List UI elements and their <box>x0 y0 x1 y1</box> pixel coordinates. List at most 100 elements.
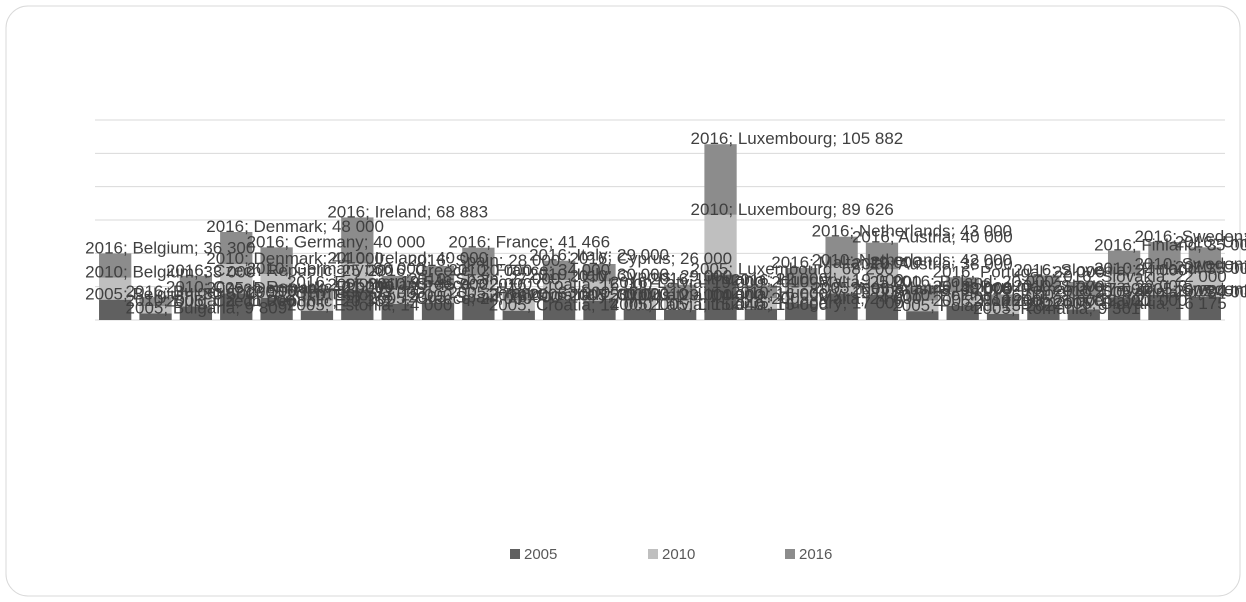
data-label: 2016; Cyprus; 26 000 <box>569 249 732 268</box>
data-label-part: 12 000 <box>1098 291 1150 310</box>
legend-label: 2005 <box>524 546 557 563</box>
data-label-part: 26 000 <box>680 249 732 268</box>
data-label-part: ; <box>1011 291 1020 310</box>
data-label: 2010; Luxembourg; 89 626 <box>691 200 894 219</box>
data-label-part: ; <box>890 228 899 247</box>
data-label-part: ; <box>648 273 657 292</box>
data-label-part: ; <box>849 222 858 241</box>
data-label-part: ; <box>1213 258 1222 277</box>
bar-segment <box>99 253 132 278</box>
bar-segment <box>785 287 818 304</box>
data-label-part: 16 175 <box>1175 295 1227 314</box>
data-label-part: ; <box>671 249 680 268</box>
data-label-part: 2016 <box>368 261 406 280</box>
data-label-part: 2005 <box>1013 291 1051 310</box>
data-label-part: 2016 <box>85 239 123 258</box>
bar-segment <box>220 232 253 264</box>
data-label-part: Bulgaria <box>173 283 236 302</box>
data-label-part: Latvia <box>657 295 703 314</box>
data-label-part: 24 000 <box>1135 261 1187 280</box>
data-label-part: 2016 <box>973 280 1011 299</box>
data-label: 2016; Netherlands; 43 000 <box>812 222 1012 241</box>
bar-segment <box>502 290 535 301</box>
data-label-part: 2005 <box>852 280 890 299</box>
data-label-part: ; <box>832 130 841 149</box>
bar-segment <box>906 311 939 320</box>
bar-segment <box>260 298 293 320</box>
bar-segment <box>744 308 778 320</box>
data-label-part: Lithuania <box>697 285 767 304</box>
data-label-part: 9 361 <box>1098 299 1141 318</box>
data-label-part: 14 000 <box>400 296 452 315</box>
data-label-part: 2010 <box>368 275 406 294</box>
data-label: 2005; Belgium; 30 500 <box>85 285 255 304</box>
data-label-part: 40 000 <box>960 279 1012 298</box>
data-label-part: 2005 <box>85 285 123 304</box>
data-label: 2016; Portugal; 22 000 <box>933 263 1105 282</box>
data-label-part: Italy <box>576 246 608 265</box>
data-label-part: ; <box>591 275 600 294</box>
data-label-part: 2010 <box>1013 277 1051 296</box>
data-label: 2005; Hungary; 17 000 <box>731 294 904 313</box>
bar-segment <box>785 268 818 288</box>
data-label-part: ; <box>1043 291 1052 310</box>
data-label-part: ; <box>648 286 657 305</box>
data-label-part: ; <box>728 130 737 149</box>
data-label-part: 19 000 <box>1175 282 1227 301</box>
data-label-part: 2010 <box>448 261 486 280</box>
data-label: 2010; Spain; 27 000 <box>408 270 560 289</box>
data-label-part: 43 000 <box>960 222 1012 241</box>
data-label-part: ; <box>244 279 253 298</box>
data-label-part: ; <box>591 286 600 305</box>
data-label: 2016; United Kingdom; 38 000 <box>1175 233 1246 252</box>
data-label-part: ; <box>860 253 869 272</box>
data-label-part: Croatia <box>536 296 591 315</box>
data-label-part: ; <box>1172 280 1181 299</box>
data-label: 2010; Croatia; 15 000 <box>489 286 653 305</box>
data-label-part: ; <box>235 283 244 302</box>
data-label-part: Romania <box>1020 291 1089 310</box>
bar-segment <box>300 287 334 301</box>
data-label-part: ; <box>323 217 332 236</box>
data-label-part: 24 000 <box>870 289 922 308</box>
bar-segment <box>825 236 858 266</box>
data-label-part: Finland <box>1141 283 1197 302</box>
data-label-part: Malta <box>819 253 861 272</box>
data-label-part: ; <box>971 263 980 282</box>
data-label-part: France <box>496 261 549 280</box>
data-label-part: 34 000 <box>1207 283 1246 302</box>
data-label-part: 22 000 <box>1175 267 1227 286</box>
data-label-part: ; <box>549 261 558 280</box>
data-label-part: 68 883 <box>436 203 488 222</box>
data-label-part: ; <box>1243 255 1246 274</box>
data-label: 2016; Bulgaria; 13 500 <box>126 283 297 302</box>
data-label: 2016; Estonia; 19 548 <box>287 273 452 292</box>
data-label-part: 15 000 <box>400 286 452 305</box>
data-label-part: 2010 <box>327 249 365 268</box>
data-label: 2016; Italy; 29 000 <box>529 246 669 265</box>
data-label-part: 2005 <box>368 289 406 308</box>
bar-segment <box>542 280 576 300</box>
bar-segment <box>462 298 495 320</box>
bar-segment <box>583 281 616 301</box>
data-label: 2010; Bulgaria; 11 000 <box>126 292 296 311</box>
data-label-part: Germany <box>294 283 364 302</box>
data-label: 2016; Latvia; 19 000 <box>610 273 764 292</box>
data-label: 2005; Slovakia; 16 175 <box>1054 295 1227 314</box>
data-label-part: ; <box>527 286 536 305</box>
data-label-part: ; <box>567 285 576 304</box>
data-label-part: 2005 <box>569 286 607 305</box>
data-label-part: 89 626 <box>842 200 894 219</box>
data-label-part: ; <box>1043 263 1052 282</box>
data-label-part: Austria <box>898 280 951 299</box>
data-label-part: ; <box>1197 236 1206 255</box>
data-label: 2005; Cyprus; 29 000 <box>569 286 732 305</box>
data-label-part: Slovenia <box>1061 261 1127 280</box>
data-label-part: ; <box>1011 280 1020 299</box>
data-label-part: ; <box>993 273 1002 292</box>
bar-segment <box>421 266 455 285</box>
data-label-part: ; <box>406 275 415 294</box>
data-label-part: 2010 <box>529 265 567 284</box>
bar-segment <box>583 264 616 282</box>
data-label: 2010; Italy; 30 000 <box>529 265 669 284</box>
